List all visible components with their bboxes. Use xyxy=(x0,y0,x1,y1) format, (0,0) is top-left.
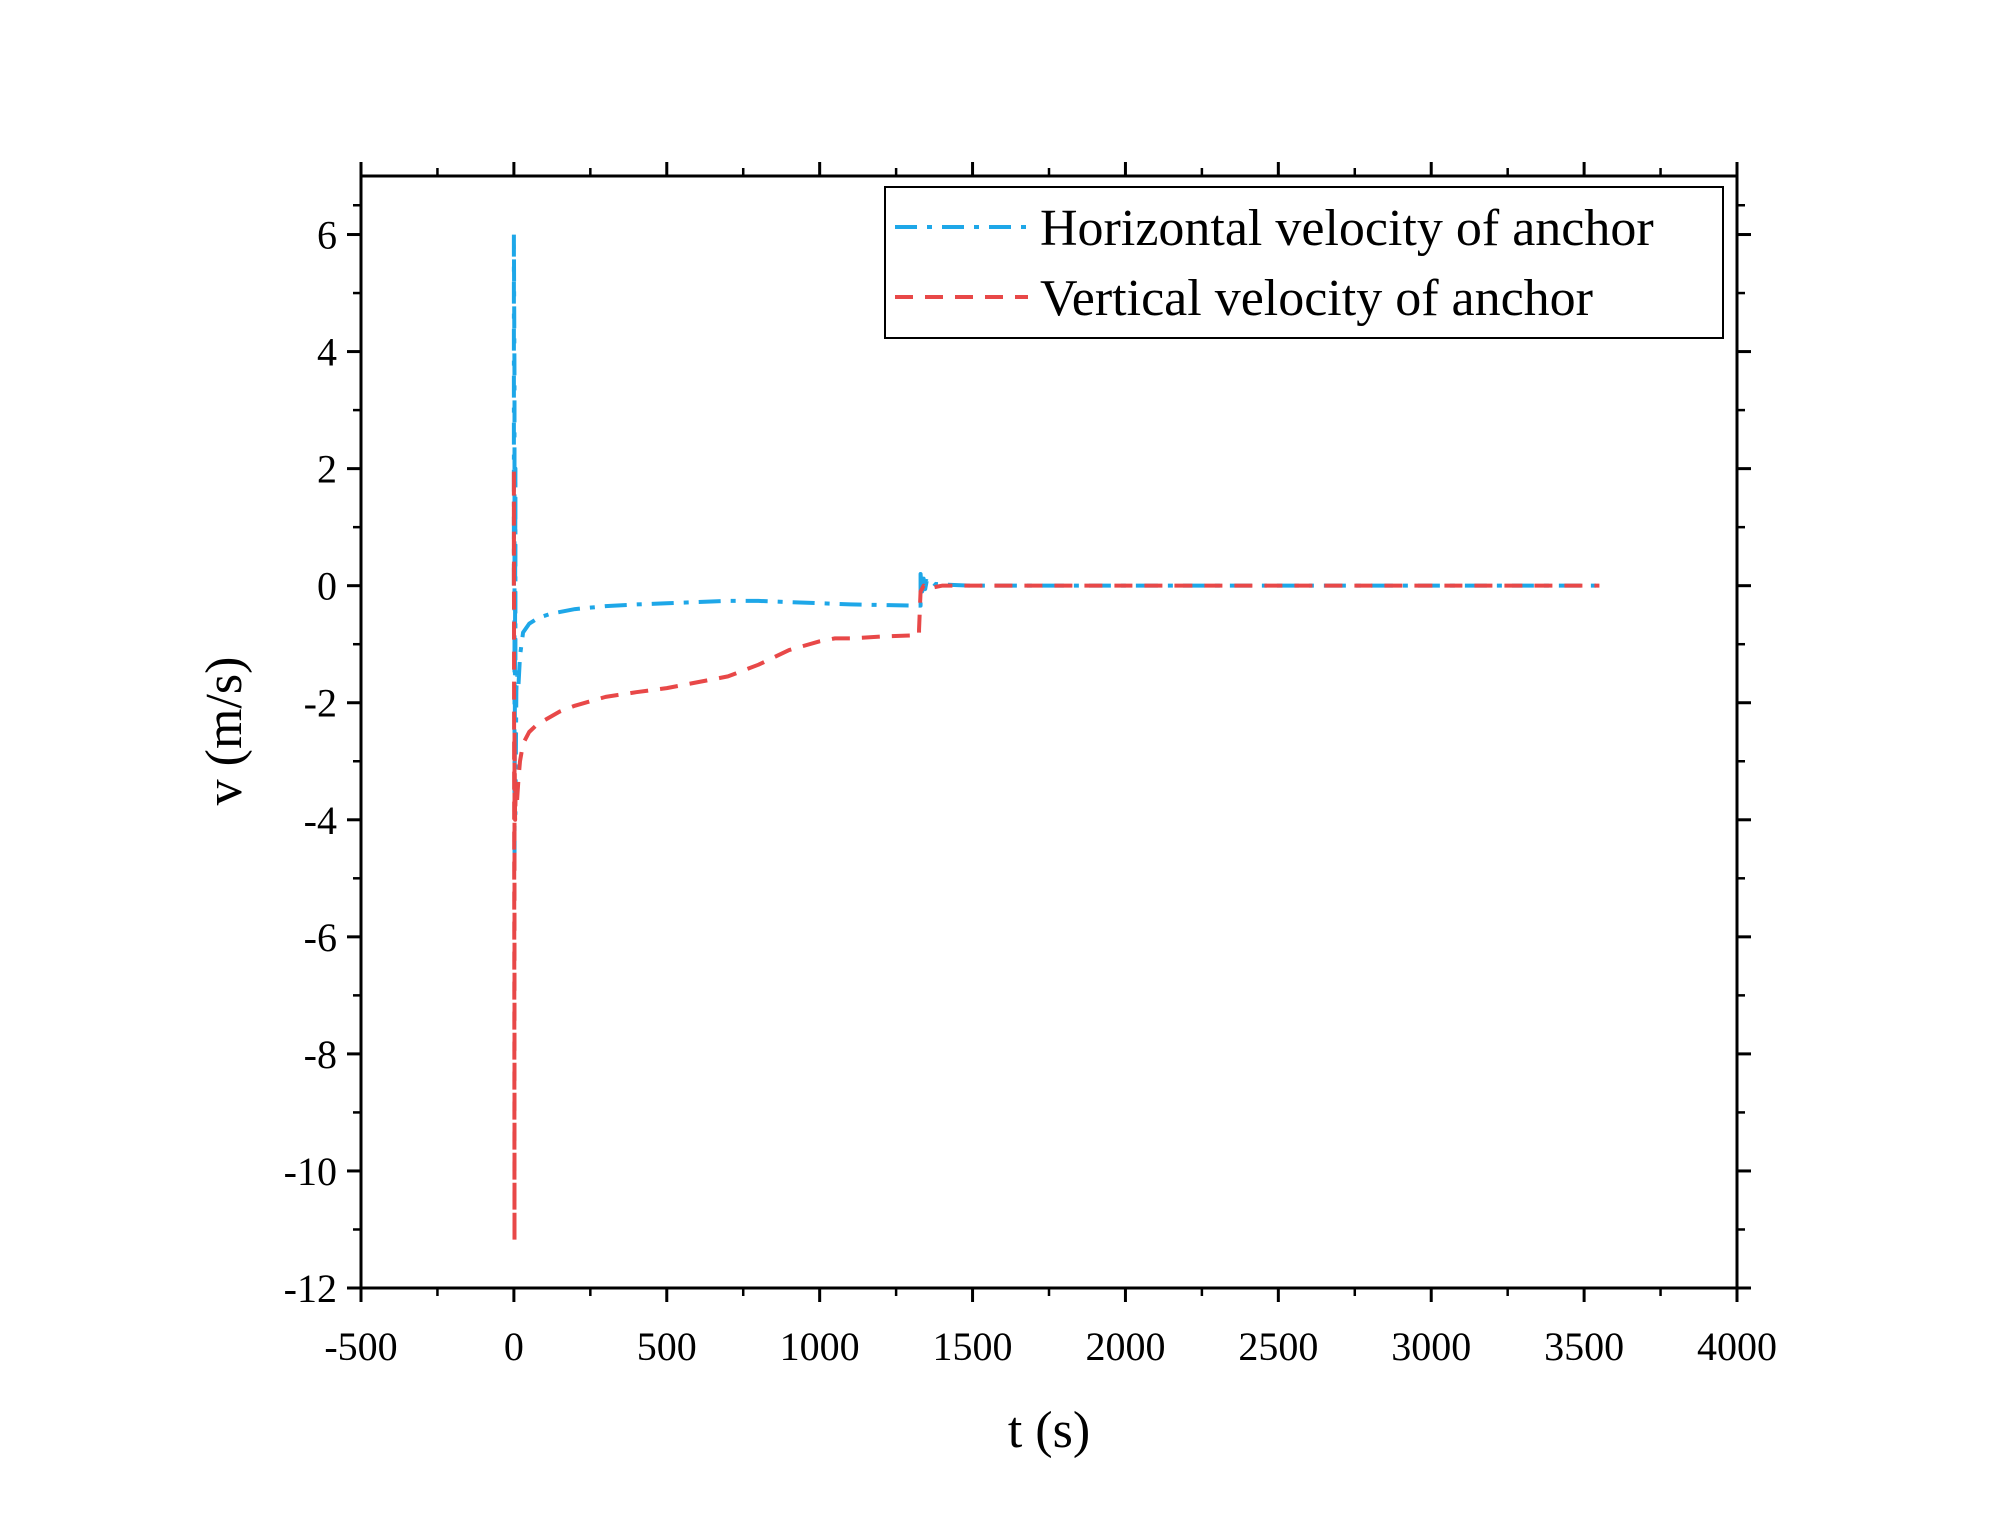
x-tick-label: 3000 xyxy=(1391,1324,1471,1369)
x-tick-label: 0 xyxy=(504,1324,524,1369)
x-tick-label: 4000 xyxy=(1697,1324,1777,1369)
y-tick-label: 2 xyxy=(317,447,337,492)
legend-label-1: Horizontal velocity of anchor xyxy=(1040,200,1654,257)
x-tick-label: 500 xyxy=(637,1324,697,1369)
x-tick-label: 2000 xyxy=(1085,1324,1165,1369)
x-tick-label: 2500 xyxy=(1238,1324,1318,1369)
series-layer xyxy=(511,232,1600,1244)
x-axis-title: t (s) xyxy=(1008,1402,1090,1459)
x-tick-label: 1500 xyxy=(933,1324,1013,1369)
x-tick-label: 3500 xyxy=(1544,1324,1624,1369)
y-tick-label: -6 xyxy=(304,915,337,960)
legend-label-2: Vertical velocity of anchor xyxy=(1040,270,1593,327)
legend: Horizontal velocity of anchor Vertical ve… xyxy=(884,186,1724,339)
y-tick-label: -10 xyxy=(284,1149,337,1194)
y-tick-label: 0 xyxy=(317,564,337,609)
x-tick-label: 1000 xyxy=(780,1324,860,1369)
plot-frame xyxy=(359,174,1739,1290)
series-line-2 xyxy=(511,466,1600,1244)
y-tick-label: -4 xyxy=(304,798,337,843)
y-tick-label: 6 xyxy=(317,213,337,258)
tick-labels-layer: -500 0 500 1000 1500 2000 2500 3000 3500 4000 -12 -… xyxy=(284,213,1777,1369)
series-line-1 xyxy=(511,232,1600,869)
y-tick-label: -12 xyxy=(284,1266,337,1311)
y-tick-label: -2 xyxy=(304,681,337,726)
x-tick-label: -500 xyxy=(324,1324,397,1369)
ticks-layer xyxy=(347,162,1751,1302)
y-axis-title: v (m/s) xyxy=(196,657,253,806)
legend-box xyxy=(884,186,1724,339)
y-tick-label: -8 xyxy=(304,1032,337,1077)
y-tick-label: 4 xyxy=(317,330,337,375)
